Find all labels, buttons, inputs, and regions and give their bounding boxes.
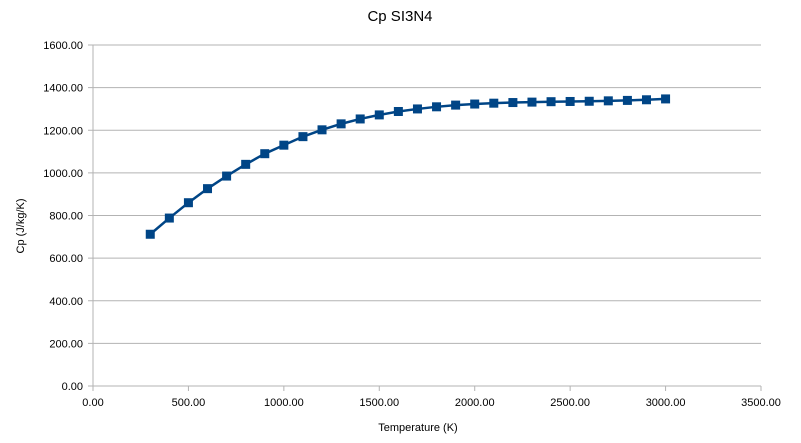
y-tick-labels: 0.00 200.00 400.00 600.00 800.00 1000.00 1200.…: [43, 40, 83, 393]
data-point: [451, 100, 461, 110]
x-tick-label: 1500.00: [359, 397, 399, 409]
y-tick-label: 400.00: [49, 296, 83, 308]
x-tick-label: 3000.00: [646, 397, 686, 409]
y-axis-title: Cp (J/kg/K): [15, 198, 27, 253]
x-tick-label: 2500.00: [550, 397, 590, 409]
data-point: [145, 229, 155, 239]
data-point: [508, 98, 518, 108]
x-tick-labels: 0.00 500.00 1000.00 1500.00 2000.00 2500.00 30…: [82, 397, 781, 409]
data-point: [336, 119, 346, 129]
x-tick-label: 500.00: [172, 397, 206, 409]
y-tick-label: 1600.00: [43, 40, 83, 52]
data-point: [203, 184, 213, 194]
data-point: [527, 97, 537, 107]
data-point: [565, 96, 575, 106]
data-point: [393, 106, 403, 116]
y-tick-label: 1200.00: [43, 125, 83, 137]
data-point: [260, 149, 270, 159]
data-point: [279, 140, 289, 150]
x-tick-label: 2000.00: [455, 397, 495, 409]
data-point: [183, 198, 193, 208]
data-point: [470, 99, 480, 109]
x-tick-label: 1000.00: [264, 397, 304, 409]
data-point: [489, 98, 499, 108]
data-point: [241, 159, 251, 169]
y-tick-label: 600.00: [49, 253, 83, 265]
data-point: [584, 96, 594, 106]
data-point: [164, 213, 174, 223]
gridlines: [88, 44, 761, 387]
chart-title: Cp SI3N4: [367, 8, 432, 25]
y-tick-label: 200.00: [49, 338, 83, 350]
x-tick-label: 3500.00: [741, 397, 781, 409]
y-tick-label: 1000.00: [43, 168, 83, 180]
x-tick-label: 0.00: [82, 397, 103, 409]
data-point: [641, 95, 651, 105]
series-line: [149, 97, 666, 236]
y-tick-label: 0.00: [62, 381, 83, 393]
data-point: [546, 97, 556, 107]
y-tick-label: 1400.00: [43, 83, 83, 95]
data-point: [622, 95, 632, 105]
data-point: [603, 96, 613, 106]
x-axis-title: Temperature (K): [378, 422, 457, 434]
y-tick-label: 800.00: [49, 211, 83, 223]
data-point: [661, 94, 671, 104]
data-point: [298, 132, 308, 142]
axes: [92, 45, 762, 391]
data-point: [374, 110, 384, 120]
series: [145, 94, 671, 239]
data-point: [412, 104, 422, 114]
data-point: [355, 114, 365, 124]
data-point: [317, 125, 327, 135]
data-point: [222, 171, 232, 181]
data-point: [432, 102, 442, 112]
